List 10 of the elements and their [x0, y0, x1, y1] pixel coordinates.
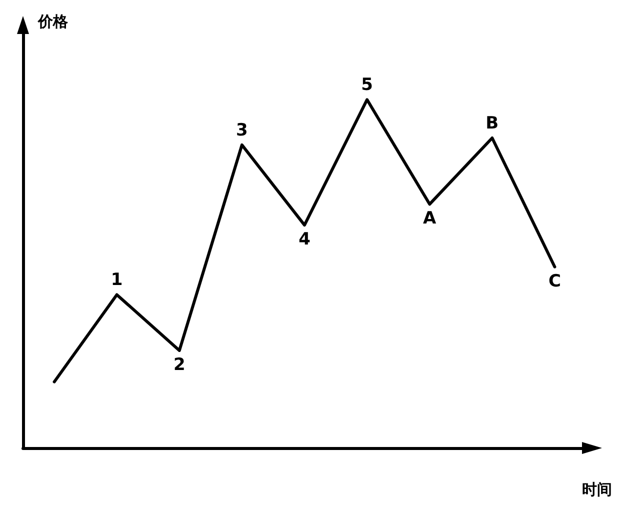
- annotation: 4: [298, 230, 311, 250]
- annotation: 3: [236, 120, 248, 140]
- y-axis-title: 价格: [37, 12, 69, 30]
- annotation: C: [548, 271, 561, 292]
- annotation: A: [423, 208, 438, 229]
- annotation: B: [486, 113, 499, 134]
- annotation: 1: [110, 270, 123, 290]
- annotation: 2: [173, 354, 186, 375]
- annotation: 5: [361, 75, 373, 96]
- x-axis-title: 时间: [582, 480, 612, 498]
